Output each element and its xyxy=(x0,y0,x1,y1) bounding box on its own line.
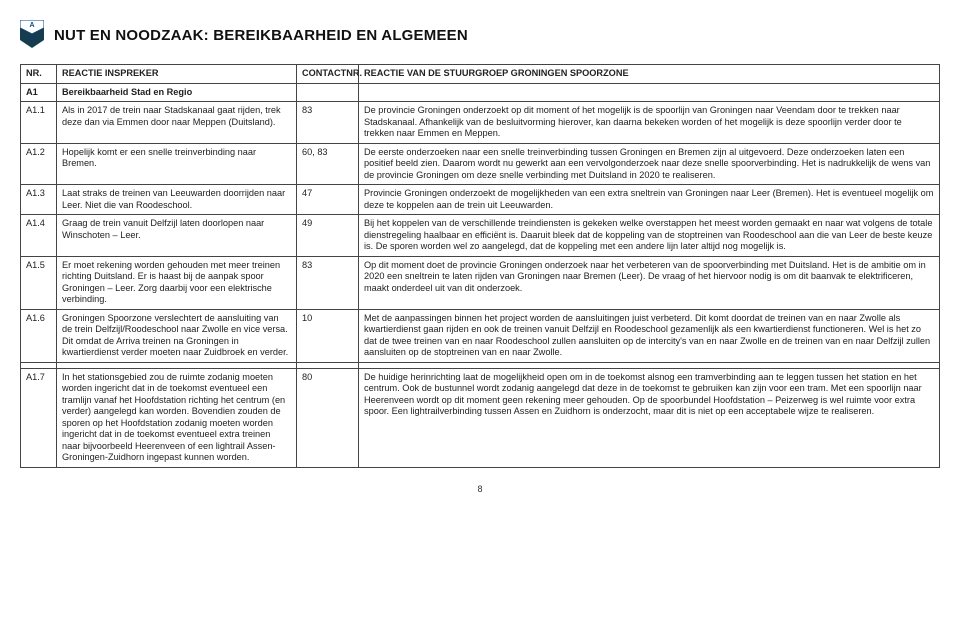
cell-reactie: Laat straks de treinen van Leeuwarden do… xyxy=(57,185,297,215)
section-title: Bereikbaarheid Stad en Regio xyxy=(57,83,297,102)
table-row: A1.3Laat straks de treinen van Leeuwarde… xyxy=(21,185,940,215)
table-row: A1.5Er moet rekening worden gehouden met… xyxy=(21,256,940,309)
page-header: A NUT EN NOODZAAK: BEREIKBAARHEID EN ALG… xyxy=(20,20,940,50)
section-nr: A1 xyxy=(21,83,57,102)
cell-reactie: Als in 2017 de trein naar Stadskanaal ga… xyxy=(57,102,297,144)
cell-nr: A1.2 xyxy=(21,143,57,185)
cell-nr: A1.6 xyxy=(21,309,57,362)
logo-letter: A xyxy=(29,22,34,29)
cell-nr: A1.3 xyxy=(21,185,57,215)
cell-reactie: Graag de trein vanuit Delfzijl laten doo… xyxy=(57,215,297,257)
shield-logo-icon: A xyxy=(20,20,44,50)
cell-contact: 83 xyxy=(297,102,359,144)
section-row: A1Bereikbaarheid Stad en Regio xyxy=(21,83,940,102)
cell-nr: A1.1 xyxy=(21,102,57,144)
table-row: A1.7In het stationsgebied zou de ruimte … xyxy=(21,368,940,467)
cell-stuur: Provincie Groningen onderzoekt de mogeli… xyxy=(359,185,940,215)
col-header-reactie: REACTIE INSPREKER xyxy=(57,65,297,84)
page-title: NUT EN NOODZAAK: BEREIKBAARHEID EN ALGEM… xyxy=(54,27,468,44)
cell-contact: 10 xyxy=(297,309,359,362)
cell-reactie: Groningen Spoorzone verslechtert de aans… xyxy=(57,309,297,362)
cell-contact: 80 xyxy=(297,368,359,467)
table-row: A1.1Als in 2017 de trein naar Stadskanaa… xyxy=(21,102,940,144)
section-contact-empty xyxy=(297,83,359,102)
page-number: 8 xyxy=(20,484,940,494)
table-row: A1.4Graag de trein vanuit Delfzijl laten… xyxy=(21,215,940,257)
cell-stuur: Bij het koppelen van de verschillende tr… xyxy=(359,215,940,257)
cell-contact: 83 xyxy=(297,256,359,309)
cell-stuur: De eerste onderzoeken naar een snelle tr… xyxy=(359,143,940,185)
section-stuur-empty xyxy=(359,83,940,102)
table-row: A1.6Groningen Spoorzone verslechtert de … xyxy=(21,309,940,362)
reaction-table: NR. REACTIE INSPREKER CONTACTNR. REACTIE… xyxy=(20,64,940,468)
cell-nr: A1.5 xyxy=(21,256,57,309)
cell-stuur: Op dit moment doet de provincie Groninge… xyxy=(359,256,940,309)
cell-nr: A1.7 xyxy=(21,368,57,467)
col-header-contact: CONTACTNR. xyxy=(297,65,359,84)
cell-contact: 49 xyxy=(297,215,359,257)
cell-reactie: In het stationsgebied zou de ruimte zoda… xyxy=(57,368,297,467)
table-header-row: NR. REACTIE INSPREKER CONTACTNR. REACTIE… xyxy=(21,65,940,84)
cell-nr: A1.4 xyxy=(21,215,57,257)
cell-contact: 60, 83 xyxy=(297,143,359,185)
cell-reactie: Hopelijk komt er een snelle treinverbind… xyxy=(57,143,297,185)
table-row: A1.2Hopelijk komt er een snelle treinver… xyxy=(21,143,940,185)
cell-stuur: De provincie Groningen onderzoekt op dit… xyxy=(359,102,940,144)
cell-stuur: De huidige herinrichting laat de mogelij… xyxy=(359,368,940,467)
cell-stuur: Met de aanpassingen binnen het project w… xyxy=(359,309,940,362)
col-header-stuur: REACTIE VAN DE STUURGROEP GRONINGEN SPOO… xyxy=(359,65,940,84)
cell-reactie: Er moet rekening worden gehouden met mee… xyxy=(57,256,297,309)
col-header-nr: NR. xyxy=(21,65,57,84)
cell-contact: 47 xyxy=(297,185,359,215)
